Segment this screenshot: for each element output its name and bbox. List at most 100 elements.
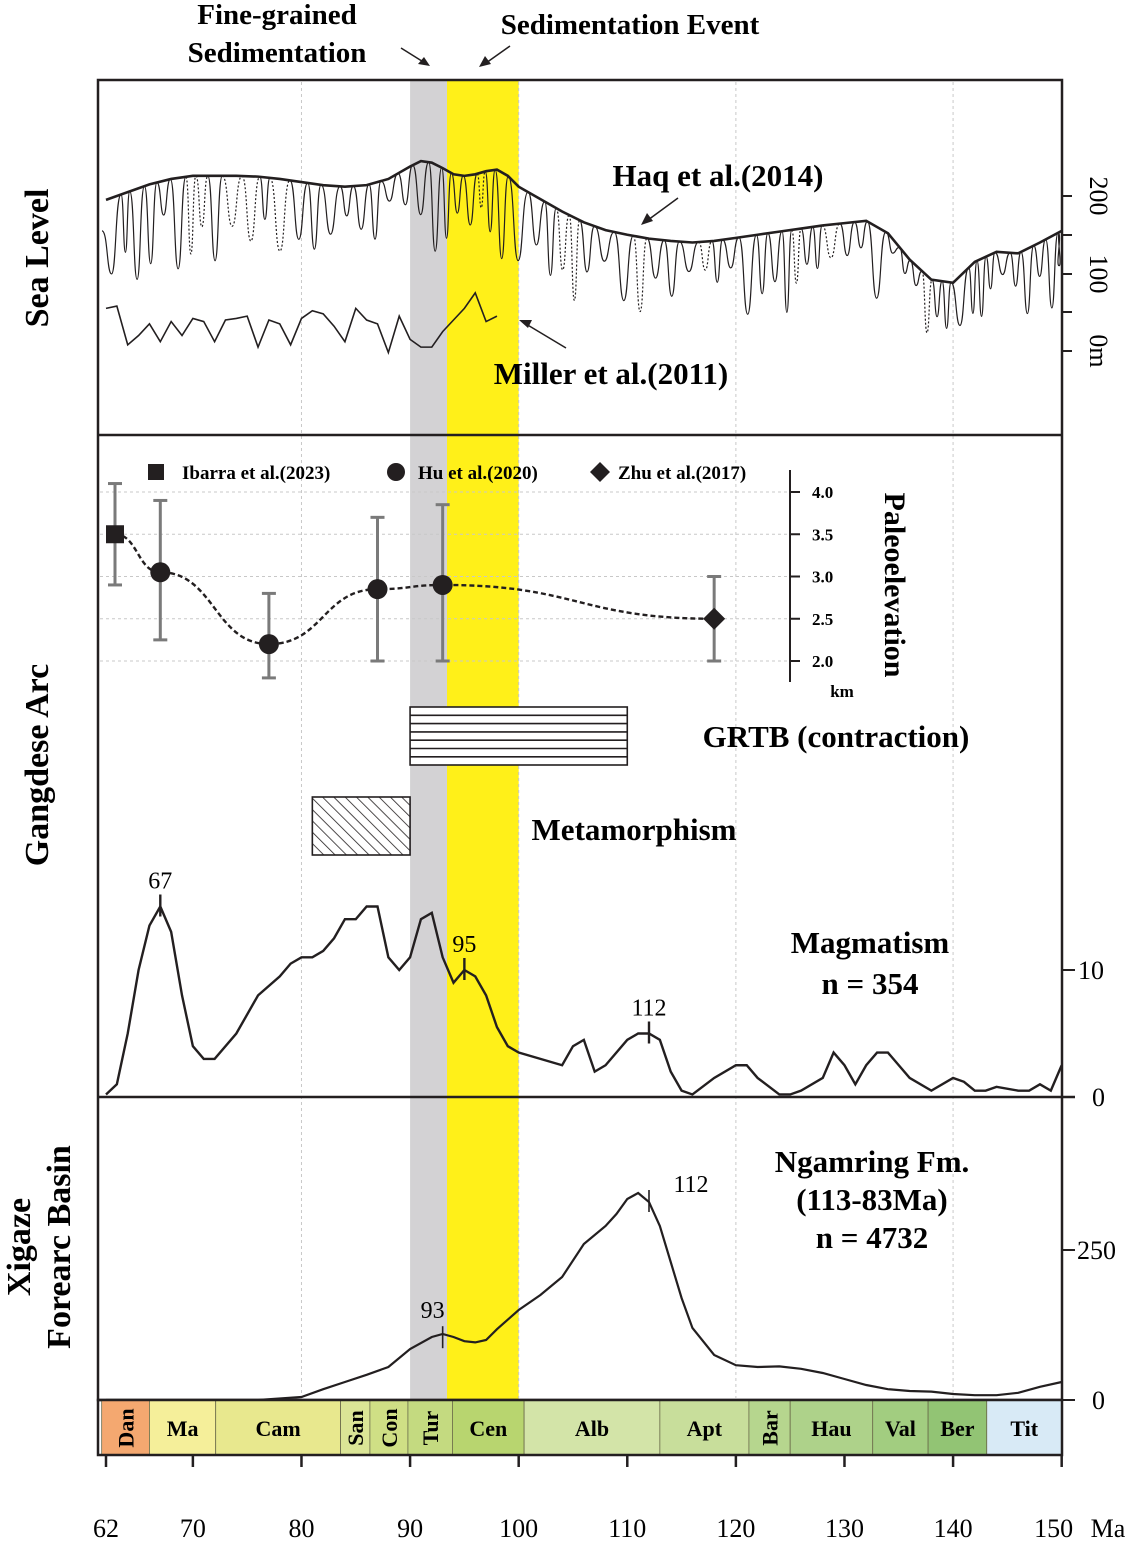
arrow-haq — [647, 197, 679, 221]
x-tick-label: 150 — [1034, 1514, 1073, 1541]
x-axis-unit: Ma — [1091, 1514, 1126, 1541]
paleoelevation-title: Paleoelevation — [878, 493, 911, 678]
stage-label-con: Con — [377, 1408, 402, 1447]
data-point-circle — [367, 579, 388, 600]
magma-tick-0: 0 — [1092, 1083, 1105, 1112]
label-magmatism-n: n = 354 — [822, 966, 919, 1001]
x-tick-label: 130 — [825, 1514, 864, 1541]
haq-short-term-cycles-dotted — [185, 170, 933, 334]
label-grtb: GRTB (contraction) — [703, 719, 970, 754]
label-miller: Miller et al.(2011) — [494, 356, 728, 391]
grtb-box — [409, 706, 629, 766]
label-magmatism: Magmatism — [791, 925, 950, 960]
haq-short-term-cycles — [101, 161, 1061, 329]
magmatism-line — [105, 903, 1063, 1096]
data-point-circle — [258, 634, 279, 655]
data-point-circle — [150, 562, 171, 583]
ngam-tick-0: 0 — [1092, 1386, 1105, 1415]
label-haq: Haq et al.(2014) — [613, 158, 824, 193]
x-tick-label: 110 — [608, 1514, 646, 1541]
stage-label-bar: Bar — [758, 1410, 783, 1446]
stage-san — [340, 1399, 371, 1456]
arrowhead-fine-grained — [418, 57, 430, 66]
stage-label-cen: Cen — [469, 1416, 507, 1441]
magmatism-plot: 67 95 112 — [105, 869, 1063, 1096]
stage-label-dan: Dan — [114, 1408, 139, 1447]
sea-tick-0m: 0m — [1084, 334, 1113, 367]
annotation-fine-grained-line2: Sedimentation — [188, 37, 367, 69]
stage-bar-frame — [96, 1398, 1064, 1457]
x-tick-label: 100 — [499, 1514, 538, 1541]
tectonic-events — [311, 706, 629, 856]
paleo-tick-label: 3.0 — [812, 568, 833, 587]
paleo-tick-label: 2.0 — [812, 652, 833, 671]
miller-sea-level-line — [105, 291, 498, 356]
paleo-tick-label: 2.5 — [812, 610, 833, 629]
sea-level-panel — [101, 159, 1063, 356]
ngam-tick-250: 250 — [1077, 1236, 1116, 1265]
stage-label-cam: Cam — [256, 1416, 301, 1441]
label-ngamring-n: n = 4732 — [816, 1220, 928, 1255]
paleoelevation-unit: km — [830, 682, 854, 701]
data-point-diamond — [703, 607, 726, 630]
paleoelevation-legend: Ibarra et al.(2023) Hu et al.(2020) Zhu … — [148, 462, 746, 484]
x-tick-label: 80 — [288, 1514, 314, 1541]
stage-label-tit: Tit — [1010, 1416, 1038, 1441]
panel-label-xigaze-line1: Xigaze — [1, 1198, 38, 1296]
x-axis: 62 70 80 90 100 110 120 130 140 150 — [93, 1455, 1073, 1541]
stage-tur — [407, 1399, 453, 1456]
legend-hu: Hu et al.(2020) — [418, 463, 538, 484]
label-ngamring-range: (113-83Ma) — [796, 1182, 948, 1217]
stage-label-apt: Apt — [687, 1416, 723, 1441]
paleo-tick-label: 3.5 — [812, 525, 833, 544]
peak-label: 112 — [631, 996, 666, 1022]
data-point-circle — [432, 574, 453, 595]
paleoelevation-axis: 2.0 2.5 3.0 3.5 4.0 — [789, 470, 833, 682]
arrow-miller — [525, 323, 567, 349]
x-tick-label: 62 — [93, 1514, 119, 1541]
x-tick-label: 120 — [716, 1514, 755, 1541]
stage-label-val: Val — [885, 1416, 916, 1441]
arrowhead-sedimentation-event — [479, 56, 491, 67]
stage-cam — [215, 1399, 341, 1456]
stage-label-ma: Ma — [167, 1416, 199, 1441]
label-ngamring: Ngamring Fm. — [775, 1144, 970, 1179]
peak-label: 93 — [421, 1298, 445, 1324]
legend-diamond-icon — [590, 462, 610, 482]
stage-con — [369, 1399, 409, 1456]
magma-tick-10: 10 — [1078, 956, 1104, 985]
panel-label-sea-level: Sea Level — [19, 189, 56, 328]
arrowhead-haq — [641, 213, 653, 225]
stage-label-ber: Ber — [940, 1416, 974, 1441]
legend-square-icon — [148, 464, 164, 480]
stage-apt — [659, 1399, 750, 1456]
haq-envelope-line — [105, 159, 1063, 285]
ngamring-line — [106, 1191, 1062, 1402]
panel-label-gangdese-arc: Gangdese Arc — [19, 664, 56, 866]
x-tick-label: 70 — [180, 1514, 206, 1541]
label-metamorphism: Metamorphism — [532, 812, 737, 847]
x-tick-label: 90 — [397, 1514, 423, 1541]
ngamring-plot: 93 112 — [106, 1172, 1062, 1402]
peak-label: 95 — [452, 932, 476, 958]
arrowhead-miller — [519, 320, 532, 328]
panel-label-xigaze-line2: Forearc Basin — [41, 1145, 78, 1349]
x-tick-label: 140 — [934, 1514, 973, 1541]
paleo-tick-label: 4.0 — [812, 483, 833, 502]
stage-label-alb: Alb — [575, 1416, 609, 1441]
sea-level-axis — [1062, 195, 1072, 352]
paleo-trend-line — [114, 533, 715, 646]
stage-bar — [748, 1399, 791, 1456]
legend-ibarra: Ibarra et al.(2023) — [182, 463, 330, 484]
annotation-sedimentation-event: Sedimentation Event — [501, 9, 760, 41]
stage-alb — [523, 1399, 661, 1456]
sea-tick-100: 100 — [1084, 255, 1113, 294]
peak-label: 112 — [673, 1172, 708, 1198]
stage-ber — [927, 1399, 988, 1456]
sea-tick-200: 200 — [1084, 177, 1113, 216]
legend-zhu: Zhu et al.(2017) — [618, 463, 746, 484]
stage-label-hau: Hau — [811, 1416, 851, 1441]
legend-circle-icon — [387, 463, 405, 481]
stage-label-tur: Tur — [418, 1410, 443, 1445]
